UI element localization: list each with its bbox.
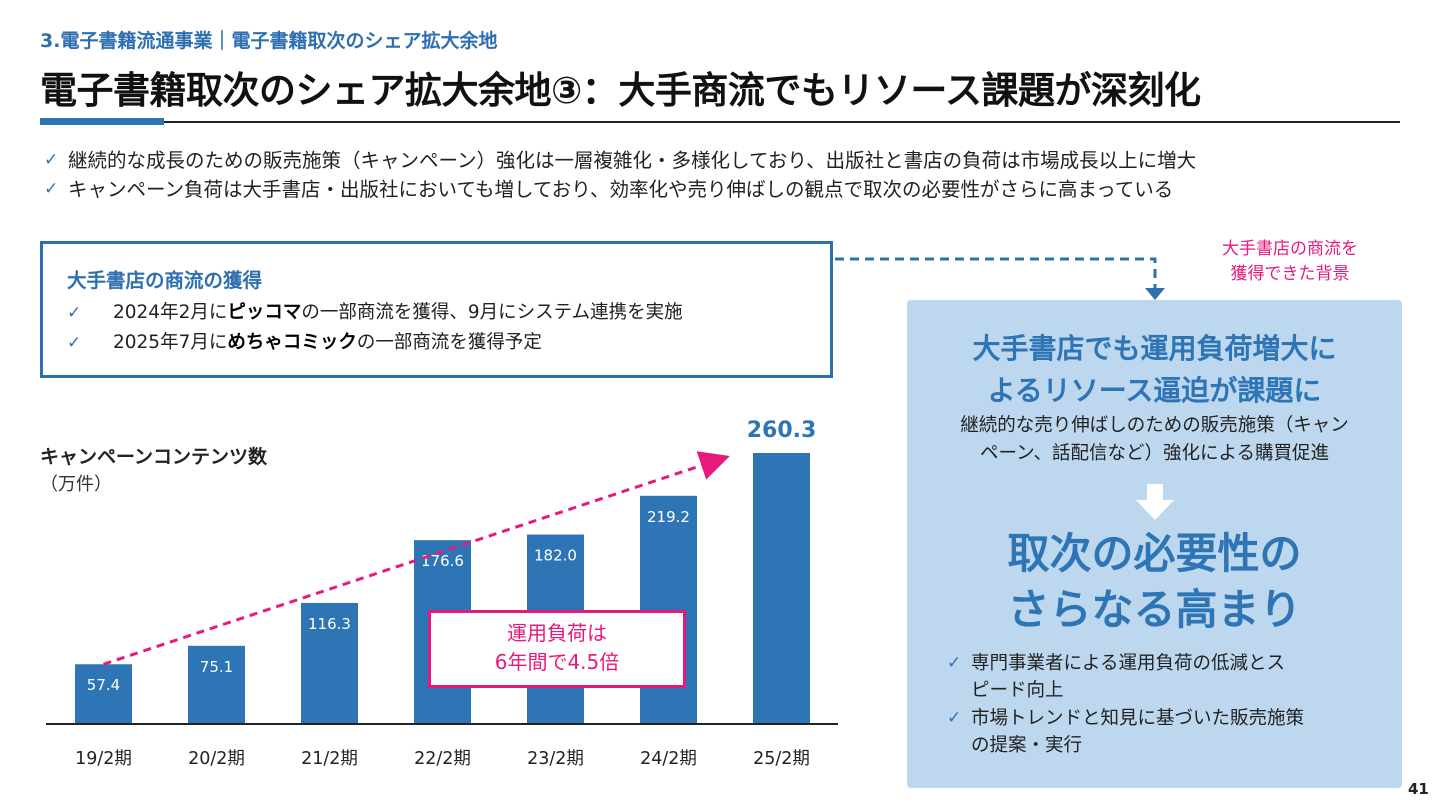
- bar-21/2期: [301, 602, 358, 724]
- bar-19/2期: [75, 664, 132, 724]
- panel-list-item: ✓ 市場トレンドと知見に基づいた販売施策 の提案・実行: [947, 705, 1304, 759]
- check-icon: ✓: [947, 653, 962, 673]
- breadcrumb: 3.電子書籍流通事業｜電子書籍取次のシェア拡大余地: [40, 30, 498, 52]
- bar-value-label: 182.0: [534, 547, 577, 565]
- background-note: 大手書店の商流を 獲得できた背景: [1180, 237, 1400, 287]
- x-tick-label: 20/2期: [188, 749, 245, 769]
- bar-value-label: 57.4: [87, 676, 120, 694]
- x-tick-label: 19/2期: [75, 749, 132, 769]
- down-arrow-icon: [1136, 484, 1174, 520]
- check-icon: ✓: [44, 150, 59, 170]
- panel-headline: 大手書店でも運用負荷増大に よるリソース逼迫が課題に: [972, 332, 1337, 407]
- x-tick-label: 22/2期: [414, 749, 471, 769]
- page-number: 41: [1408, 780, 1429, 798]
- acquisition-item-text: 2025年7月にめちゃコミックの一部商流を獲得予定: [113, 332, 542, 353]
- summary-bullet-text: キャンペーン負荷は大手書店・出版社においても増しており、効率化や売り伸ばしの観点…: [68, 178, 1174, 201]
- acquisition-item: ✓ 2025年7月にめちゃコミックの一部商流を獲得予定: [67, 328, 683, 358]
- check-icon: ✓: [67, 333, 82, 353]
- bar-value-label: 176.6: [421, 552, 464, 570]
- title-divider: [40, 121, 1400, 123]
- check-icon: ✓: [67, 303, 82, 323]
- acquisition-list: ✓ 2024年2月にピッコマの一部商流を獲得、9月にシステム連携を実施 ✓ 20…: [67, 298, 683, 358]
- trend-arrow: [103, 451, 730, 666]
- panel-big-statement: 取次の必要性の さらなる高まり: [1007, 529, 1302, 634]
- chart-title: キャンペーンコンテンツ数: [40, 446, 268, 468]
- x-tick-label: 21/2期: [301, 749, 358, 769]
- x-tick-label: 25/2期: [753, 749, 810, 769]
- summary-bullet: ✓ 継続的な成長のための販売施策（キャンペーン）強化は一層複雑化・多様化しており…: [44, 146, 1196, 175]
- background-note-line: 大手書店の商流を: [1222, 239, 1358, 259]
- conclusion-panel: 大手書店でも運用負荷増大に よるリソース逼迫が課題に 継続的な売り伸ばしのための…: [907, 300, 1402, 788]
- x-tick-label: 23/2期: [527, 749, 584, 769]
- page-title: 電子書籍取次のシェア拡大余地③：大手商流でもリソース課題が深刻化: [40, 69, 1201, 112]
- summary-bullet: ✓ キャンペーン負荷は大手書店・出版社においても増しており、効率化や売り伸ばしの…: [44, 175, 1196, 204]
- bar-value-label: 116.3: [308, 615, 351, 633]
- acquisition-item: ✓ 2024年2月にピッコマの一部商流を獲得、9月にシステム連携を実施: [67, 298, 683, 328]
- background-note-line: 獲得できた背景: [1230, 264, 1350, 284]
- title-accent-bar: [40, 118, 164, 125]
- load-callout-line: 運用負荷は: [507, 621, 607, 645]
- chart-unit: （万件）: [40, 474, 112, 495]
- summary-bullets: ✓ 継続的な成長のための販売施策（キャンペーン）強化は一層複雑化・多様化しており…: [44, 146, 1196, 204]
- panel-list: ✓ 専門事業者による運用負荷の低減とス ピード向上 ✓ 市場トレンドと知見に基づい…: [947, 650, 1304, 760]
- acquisition-box: 大手書店の商流の獲得 ✓ 2024年2月にピッコマの一部商流を獲得、9月にシステ…: [40, 241, 833, 378]
- acquisition-item-text: 2024年2月にピッコマの一部商流を獲得、9月にシステム連携を実施: [113, 302, 683, 323]
- bar-value-label: 260.3: [747, 418, 817, 443]
- bar-25/2期: [753, 453, 810, 724]
- connector-dashed-line: [835, 257, 1157, 292]
- panel-subtext: 継続的な売り伸ばしのための販売施策（キャン ペーン、話配信など）強化による購買促…: [960, 415, 1349, 464]
- x-tick-label: 24/2期: [640, 749, 697, 769]
- load-callout: 運用負荷は 6年間で4.5倍: [428, 610, 686, 688]
- bar-value-label: 75.1: [200, 658, 233, 676]
- check-icon: ✓: [947, 708, 962, 728]
- check-icon: ✓: [44, 179, 59, 199]
- acquisition-box-title: 大手書店の商流の獲得: [67, 269, 263, 292]
- panel-list-item: ✓ 専門事業者による運用負荷の低減とス ピード向上: [947, 650, 1304, 704]
- connector-arrowhead: [1145, 288, 1165, 300]
- bar-value-label: 219.2: [647, 508, 690, 526]
- bar-20/2期: [188, 645, 245, 724]
- summary-bullet-text: 継続的な成長のための販売施策（キャンペーン）強化は一層複雑化・多様化しており、出…: [68, 149, 1197, 172]
- load-callout-line: 6年間で4.5倍: [494, 650, 620, 674]
